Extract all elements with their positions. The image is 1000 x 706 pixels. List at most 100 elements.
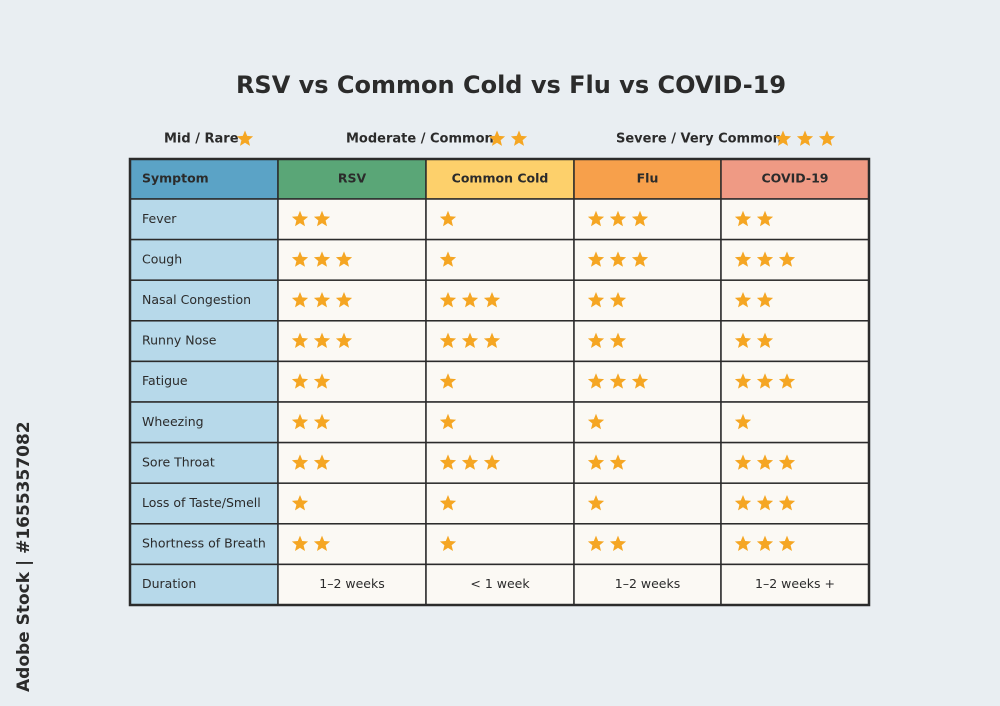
symptom-label: Fatigue bbox=[142, 373, 188, 388]
star bbox=[313, 454, 331, 470]
star bbox=[734, 210, 752, 227]
watermark: Adobe Stock | #1655357082 bbox=[14, 421, 34, 692]
star bbox=[291, 495, 309, 511]
star bbox=[756, 332, 774, 348]
header-label: Common Cold bbox=[452, 171, 549, 186]
symptom-label: Wheezing bbox=[142, 414, 204, 429]
star bbox=[587, 535, 605, 551]
star bbox=[236, 130, 254, 146]
star bbox=[439, 332, 457, 348]
star bbox=[313, 210, 331, 227]
star bbox=[631, 251, 649, 267]
star bbox=[587, 454, 605, 470]
star bbox=[313, 251, 331, 267]
star bbox=[587, 210, 605, 227]
star bbox=[439, 413, 457, 430]
star bbox=[609, 454, 627, 470]
star bbox=[631, 210, 649, 227]
star bbox=[734, 332, 752, 348]
star bbox=[335, 251, 353, 267]
star bbox=[483, 332, 501, 348]
header-label: COVID-19 bbox=[762, 171, 829, 186]
star bbox=[291, 373, 309, 389]
star bbox=[734, 535, 752, 551]
star bbox=[291, 210, 309, 227]
star bbox=[483, 292, 501, 308]
star bbox=[734, 454, 752, 470]
star bbox=[756, 454, 774, 470]
star bbox=[587, 251, 605, 267]
star bbox=[587, 332, 605, 348]
symptom-label: Fever bbox=[142, 211, 177, 226]
star bbox=[734, 495, 752, 511]
star bbox=[587, 292, 605, 308]
star bbox=[609, 332, 627, 348]
star bbox=[587, 373, 605, 389]
cell bbox=[425, 320, 575, 363]
star bbox=[439, 495, 457, 511]
star bbox=[439, 373, 457, 389]
star bbox=[609, 210, 627, 227]
cell-text: < 1 week bbox=[470, 576, 530, 591]
table-border bbox=[128, 157, 871, 607]
title: RSV vs Common Cold vs Flu vs COVID-19 bbox=[236, 71, 786, 99]
symptom-label: Shortness of Breath bbox=[142, 536, 266, 551]
star bbox=[313, 292, 331, 308]
star bbox=[734, 251, 752, 267]
star bbox=[461, 454, 479, 470]
header-label: Flu bbox=[637, 171, 659, 186]
star bbox=[734, 292, 752, 308]
star bbox=[734, 373, 752, 389]
star bbox=[313, 535, 331, 551]
star bbox=[439, 535, 457, 551]
symptom-label: Cough bbox=[142, 251, 182, 266]
cell-text: 1–2 weeks bbox=[319, 576, 385, 591]
star bbox=[778, 495, 796, 511]
star bbox=[587, 413, 605, 430]
legend-label: Moderate / Common bbox=[346, 132, 494, 147]
star bbox=[818, 130, 836, 146]
star bbox=[756, 495, 774, 511]
star bbox=[778, 454, 796, 470]
star bbox=[609, 292, 627, 308]
star bbox=[774, 130, 792, 146]
star bbox=[756, 292, 774, 308]
star bbox=[461, 332, 479, 348]
star bbox=[335, 332, 353, 348]
star bbox=[756, 373, 774, 389]
star bbox=[778, 535, 796, 551]
header-label: RSV bbox=[338, 171, 367, 186]
star bbox=[488, 130, 506, 146]
star bbox=[756, 535, 774, 551]
star bbox=[796, 130, 814, 146]
header-label: Symptom bbox=[142, 171, 209, 186]
symptom-cell bbox=[129, 523, 279, 566]
cell-text: 1–2 weeks bbox=[615, 576, 681, 591]
star bbox=[291, 454, 309, 470]
symptom-label: Duration bbox=[142, 576, 196, 591]
symptom-label: Runny Nose bbox=[142, 333, 217, 348]
cell bbox=[277, 563, 427, 606]
star bbox=[609, 251, 627, 267]
star bbox=[461, 292, 479, 308]
star bbox=[291, 535, 309, 551]
star bbox=[313, 413, 331, 430]
star bbox=[291, 292, 309, 308]
cell-text: 1–2 weeks + bbox=[755, 576, 835, 591]
star bbox=[439, 210, 457, 227]
star bbox=[778, 373, 796, 389]
star bbox=[439, 292, 457, 308]
star bbox=[313, 373, 331, 389]
star bbox=[483, 454, 501, 470]
star bbox=[609, 535, 627, 551]
symptom-cell bbox=[129, 238, 279, 281]
cell bbox=[425, 563, 575, 606]
star bbox=[335, 292, 353, 308]
star bbox=[510, 130, 528, 146]
star bbox=[439, 454, 457, 470]
star bbox=[291, 251, 309, 267]
symptom-label: Nasal Congestion bbox=[142, 292, 251, 307]
star bbox=[756, 251, 774, 267]
star bbox=[291, 332, 309, 348]
